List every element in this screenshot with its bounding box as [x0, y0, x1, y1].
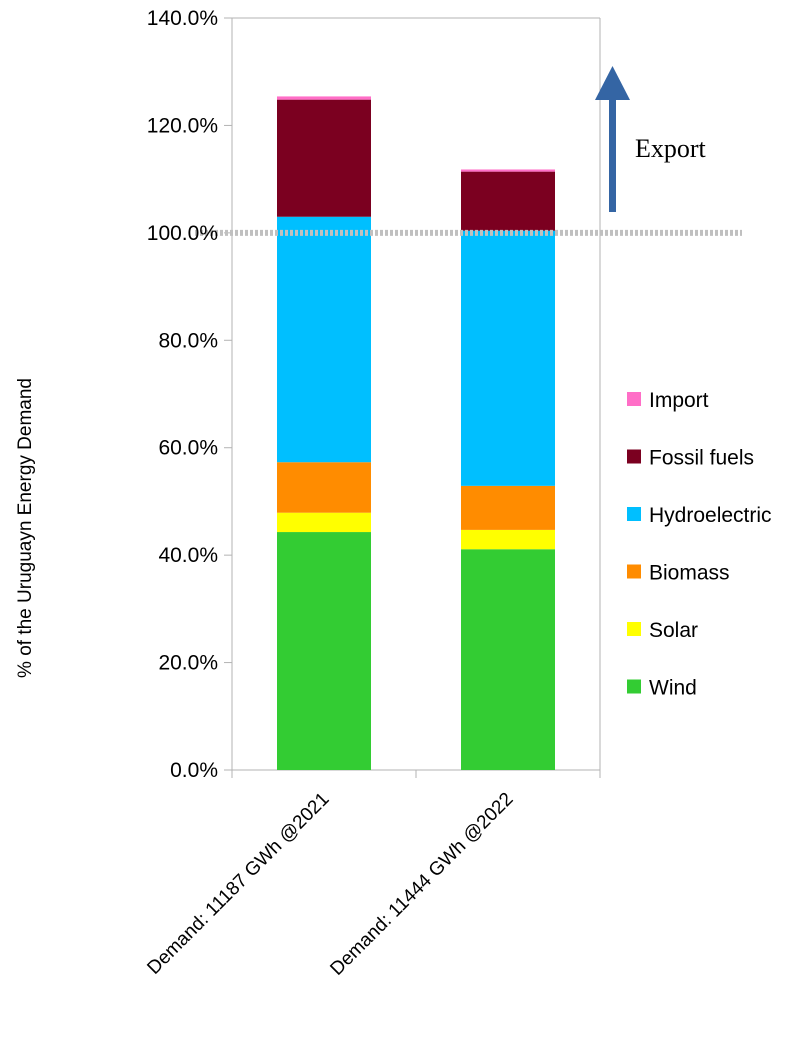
bar-solar-2	[461, 529, 555, 550]
bar-hydroelectric-2	[461, 230, 555, 486]
bar-hydroelectric-1	[277, 216, 371, 463]
y-tick-label: 120.0%	[147, 114, 218, 137]
y-tick-label: 100.0%	[147, 222, 218, 245]
legend-label-import: Import	[649, 389, 709, 412]
export-annotation: Export	[595, 66, 707, 212]
bar-biomass-2	[461, 485, 555, 530]
legend-swatch-biomass	[627, 564, 641, 579]
bar-wind-1	[277, 532, 371, 770]
export-arrow-shaft	[609, 98, 616, 212]
legend-label-wind: Wind	[649, 677, 697, 700]
legend-swatch-solar	[627, 622, 641, 636]
y-tick-label: 40.0%	[158, 544, 218, 567]
y-tick-label: 20.0%	[158, 652, 218, 675]
x-category-label: Demand: 11187 GWh @2021	[143, 789, 333, 979]
x-category-label: Demand: 11444 GWh @2022	[326, 789, 517, 980]
legend-swatch-wind	[627, 679, 641, 694]
export-arrow-head	[595, 66, 630, 100]
legend-label-hydroelectric: Hydroelectric	[649, 504, 772, 527]
bar-fossil-fuels-2	[461, 171, 555, 231]
bar-wind-2	[461, 549, 555, 770]
y-axis-label: % of the Uruguayn Energy Demand	[15, 378, 36, 678]
legend-swatch-hydroelectric	[627, 507, 641, 521]
y-tick-labels: 0.0% 20.0% 40.0% 60.0% 80.0% 100.0% 120.0% 140.…	[147, 7, 218, 782]
bar-import-2	[461, 169, 555, 172]
bar-import-1	[277, 96, 371, 100]
legend: Import Fossil fuels Hydroelectric Biomass So…	[627, 389, 772, 700]
legend-label-solar: Solar	[649, 619, 698, 642]
legend-label-fossil-fuels: Fossil fuels	[649, 447, 754, 470]
bar-fossil-fuels-1	[277, 99, 371, 217]
y-tick-label: 80.0%	[158, 329, 218, 352]
bars	[277, 96, 555, 770]
legend-swatch-import	[627, 392, 641, 406]
y-tick-label: 0.0%	[170, 759, 218, 782]
legend-swatch-fossil-fuels	[627, 449, 641, 464]
export-label: Export	[635, 134, 707, 163]
y-tick-label: 60.0%	[158, 437, 218, 460]
bar-biomass-1	[277, 462, 371, 513]
y-tick-label: 140.0%	[147, 7, 218, 30]
bar-solar-1	[277, 512, 371, 533]
legend-label-biomass: Biomass	[649, 562, 730, 585]
